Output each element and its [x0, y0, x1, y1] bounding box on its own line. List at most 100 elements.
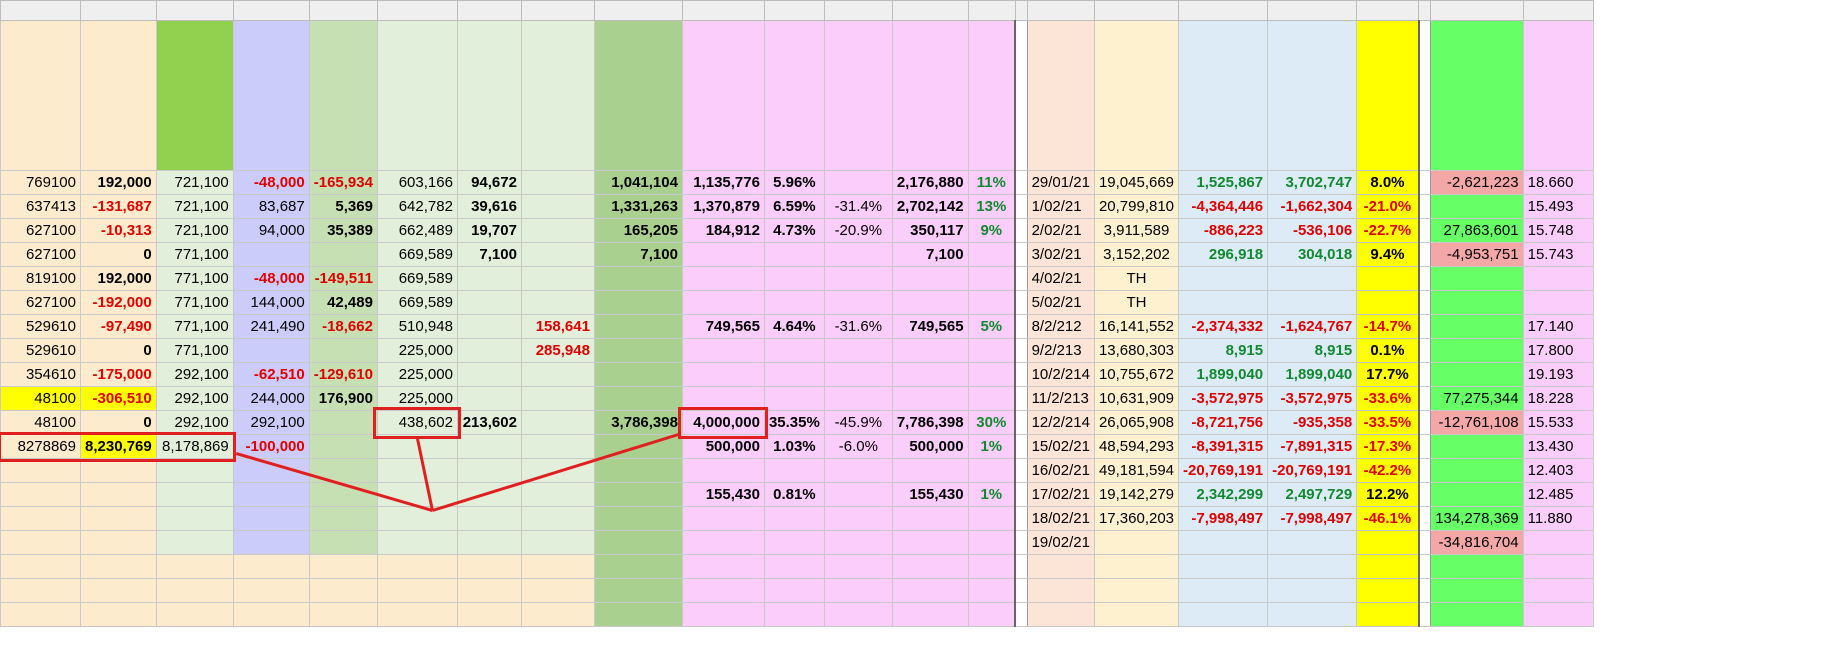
- cell-m[interactable]: 4,000,000: [681, 410, 765, 435]
- cell-b[interactable]: [80, 554, 157, 579]
- cell-s[interactable]: 5/02/21: [1026, 290, 1095, 315]
- cell-n[interactable]: 4.64%: [763, 314, 825, 339]
- cell-i[interactable]: [520, 386, 595, 411]
- cell-r[interactable]: [1014, 338, 1028, 363]
- cell-b[interactable]: -192,000: [80, 290, 157, 315]
- cell-e[interactable]: 292,100: [232, 410, 310, 435]
- cell-ae[interactable]: [1522, 578, 1594, 603]
- cell-n[interactable]: [763, 242, 825, 267]
- cell-k[interactable]: [593, 314, 683, 339]
- column-letter-ac[interactable]: [1430, 0, 1524, 21]
- cell-ae[interactable]: [1522, 554, 1594, 579]
- header-cell-g[interactable]: [376, 20, 458, 171]
- cell-a[interactable]: [0, 554, 81, 579]
- cell-w[interactable]: [1356, 290, 1420, 315]
- cell-k[interactable]: [593, 434, 683, 459]
- cell-u[interactable]: [1178, 578, 1269, 603]
- cell-q[interactable]: [967, 290, 1016, 315]
- cell-ae[interactable]: 15.533: [1522, 410, 1594, 435]
- cell-m[interactable]: 749,565: [681, 314, 765, 339]
- column-letter-m[interactable]: [681, 0, 765, 21]
- cell-m[interactable]: [681, 554, 765, 579]
- cell-h[interactable]: [456, 482, 522, 507]
- cell-n[interactable]: 5.96%: [763, 170, 825, 195]
- cell-z[interactable]: [1417, 458, 1432, 483]
- column-letter-n[interactable]: [763, 0, 825, 21]
- header-cell-ae[interactable]: [1522, 20, 1594, 171]
- cell-ae[interactable]: 12.403: [1522, 458, 1594, 483]
- column-letter-a[interactable]: [0, 0, 81, 21]
- cell-ae[interactable]: 19.193: [1522, 362, 1594, 387]
- cell-ae[interactable]: 15.493: [1522, 194, 1594, 219]
- cell-p[interactable]: 350,117: [891, 218, 969, 243]
- cell-z[interactable]: [1417, 506, 1432, 531]
- cell-n[interactable]: 6.59%: [763, 194, 825, 219]
- cell-e[interactable]: [232, 338, 310, 363]
- cell-m[interactable]: [681, 602, 765, 627]
- column-letter-z[interactable]: [1418, 0, 1432, 21]
- header-cell-ac[interactable]: [1430, 20, 1524, 171]
- cell-s[interactable]: 1/02/21: [1026, 194, 1095, 219]
- cell-d[interactable]: [155, 578, 234, 603]
- cell-o[interactable]: -45.9%: [823, 410, 893, 435]
- cell-k[interactable]: [593, 506, 683, 531]
- cell-r[interactable]: [1014, 314, 1028, 339]
- cell-ae[interactable]: 17.800: [1522, 338, 1594, 363]
- cell-w[interactable]: -33.5%: [1356, 410, 1420, 435]
- column-letter-q[interactable]: [967, 0, 1016, 21]
- cell-d[interactable]: 721,100: [155, 170, 234, 195]
- cell-f[interactable]: [308, 338, 378, 363]
- cell-o[interactable]: [823, 266, 893, 291]
- cell-v[interactable]: -536,106: [1267, 218, 1358, 243]
- cell-n[interactable]: [763, 386, 825, 411]
- cell-i[interactable]: [520, 194, 595, 219]
- cell-f[interactable]: 176,900: [308, 386, 378, 411]
- header-cell-w[interactable]: [1356, 20, 1420, 171]
- cell-r[interactable]: [1014, 290, 1028, 315]
- cell-d[interactable]: 771,100: [155, 266, 234, 291]
- cell-s[interactable]: 2/02/21: [1026, 218, 1095, 243]
- cell-r[interactable]: [1014, 506, 1028, 531]
- header-cell-q[interactable]: [967, 20, 1016, 171]
- cell-b[interactable]: [80, 602, 157, 627]
- cell-s[interactable]: 29/01/21: [1026, 170, 1095, 195]
- cell-a[interactable]: 627100: [0, 218, 81, 243]
- cell-g[interactable]: [376, 554, 458, 579]
- cell-k[interactable]: [593, 530, 683, 555]
- cell-d[interactable]: 771,100: [155, 338, 234, 363]
- cell-h[interactable]: [456, 434, 522, 459]
- cell-o[interactable]: [823, 290, 893, 315]
- column-letter-b[interactable]: [80, 0, 157, 21]
- cell-e[interactable]: [232, 482, 310, 507]
- cell-z[interactable]: [1417, 218, 1432, 243]
- cell-p[interactable]: [891, 290, 969, 315]
- cell-ac[interactable]: [1430, 482, 1524, 507]
- cell-z[interactable]: [1417, 386, 1432, 411]
- cell-s[interactable]: [1026, 578, 1095, 603]
- header-cell-o[interactable]: [823, 20, 893, 171]
- cell-e[interactable]: -62,510: [232, 362, 310, 387]
- cell-d[interactable]: 292,100: [155, 362, 234, 387]
- cell-q[interactable]: 5%: [967, 314, 1016, 339]
- cell-r[interactable]: [1014, 554, 1028, 579]
- cell-w[interactable]: -14.7%: [1356, 314, 1420, 339]
- cell-r[interactable]: [1014, 578, 1028, 603]
- cell-f[interactable]: -149,511: [308, 266, 378, 291]
- cell-r[interactable]: [1014, 266, 1028, 291]
- cell-t[interactable]: TH: [1093, 290, 1180, 315]
- cell-f[interactable]: [308, 506, 378, 531]
- cell-a[interactable]: 637413: [0, 194, 81, 219]
- cell-f[interactable]: [308, 434, 378, 459]
- cell-t[interactable]: 3,911,589: [1093, 218, 1180, 243]
- cell-h[interactable]: [456, 578, 522, 603]
- cell-p[interactable]: [891, 266, 969, 291]
- cell-t[interactable]: 13,680,303: [1093, 338, 1180, 363]
- cell-f[interactable]: -129,610: [308, 362, 378, 387]
- cell-u[interactable]: [1178, 290, 1269, 315]
- cell-e[interactable]: -48,000: [232, 266, 310, 291]
- cell-p[interactable]: [891, 554, 969, 579]
- header-cell-b[interactable]: [80, 20, 157, 171]
- cell-z[interactable]: [1417, 530, 1432, 555]
- cell-q[interactable]: [967, 602, 1016, 627]
- cell-ac[interactable]: -12,761,108: [1430, 410, 1524, 435]
